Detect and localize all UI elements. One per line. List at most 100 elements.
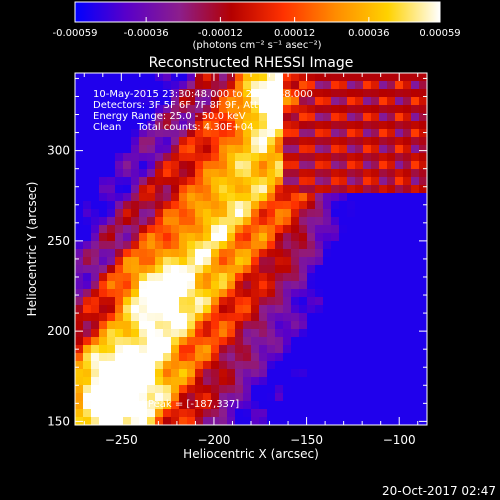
heatmap-cell	[75, 137, 84, 146]
heatmap-cell	[315, 73, 324, 82]
heatmap-cell	[211, 185, 220, 194]
heatmap-cell	[139, 321, 148, 330]
heatmap-cell	[395, 257, 404, 266]
heatmap-cell	[99, 209, 108, 218]
heatmap-cell	[147, 113, 156, 122]
info-line-clean: Clean Total counts: 4.30E+04	[93, 122, 253, 133]
heatmap-cell	[251, 385, 260, 394]
heatmap-cell	[251, 377, 260, 386]
heatmap-cell	[403, 81, 412, 90]
heatmap-cell	[179, 281, 188, 290]
heatmap-cell	[219, 121, 228, 130]
heatmap-cell	[331, 129, 340, 138]
heatmap-cell	[331, 209, 340, 218]
heatmap-cell	[163, 193, 172, 202]
heatmap-cell	[211, 273, 220, 282]
heatmap-cell	[187, 81, 196, 90]
heatmap-cell	[315, 177, 324, 186]
heatmap-cell	[155, 113, 164, 122]
heatmap-cell	[219, 249, 228, 258]
heatmap-cell	[339, 169, 348, 178]
heatmap-cell	[363, 393, 372, 402]
heatmap-cell	[371, 193, 380, 202]
heatmap-cell	[99, 73, 108, 82]
heatmap-cell	[139, 145, 148, 154]
y-axis-ticks	[75, 77, 427, 422]
heatmap-cell	[283, 105, 292, 114]
heatmap-cell	[387, 345, 396, 354]
heatmap-cell	[163, 225, 172, 234]
heatmap-cell	[387, 353, 396, 362]
heatmap-cell	[163, 161, 172, 170]
heatmap-cell	[99, 177, 108, 186]
heatmap-cell	[99, 161, 108, 170]
heatmap-cell	[83, 225, 92, 234]
heatmap-cell	[115, 225, 124, 234]
heatmap-cell	[387, 377, 396, 386]
heatmap-cell	[307, 185, 316, 194]
heatmap-cell	[107, 417, 116, 425]
heatmap-cell	[307, 209, 316, 218]
heatmap-cell	[75, 321, 84, 330]
heatmap-cell	[91, 177, 100, 186]
heatmap-cell	[203, 257, 212, 266]
heatmap-cell	[379, 145, 388, 154]
heatmap-cell	[419, 209, 427, 218]
heatmap-cell	[211, 145, 220, 154]
heatmap-cell	[259, 129, 268, 138]
heatmap-cell	[115, 241, 124, 250]
heatmap-cell	[299, 313, 308, 322]
heatmap-cell	[195, 113, 204, 122]
heatmap-cell	[115, 369, 124, 378]
heatmap-cell	[163, 417, 172, 425]
heatmap-cell	[91, 249, 100, 258]
heatmap-cell	[299, 153, 308, 162]
heatmap-cell	[179, 345, 188, 354]
heatmap-cell	[267, 137, 276, 146]
heatmap-cell	[131, 417, 140, 425]
heatmap-cell	[419, 153, 427, 162]
heatmap-cell	[339, 377, 348, 386]
heatmap-cell	[147, 297, 156, 306]
heatmap-cell	[267, 81, 276, 90]
heatmap-cell	[403, 129, 412, 138]
heatmap-cell	[259, 305, 268, 314]
heatmap-cell	[203, 289, 212, 298]
heatmap-cell	[347, 241, 356, 250]
heatmap-cell	[347, 193, 356, 202]
heatmap-cell	[227, 289, 236, 298]
heatmap-cell	[283, 137, 292, 146]
heatmap-cell	[315, 161, 324, 170]
heatmap-cell	[291, 241, 300, 250]
heatmap-cell	[115, 145, 124, 154]
heatmap-cell	[155, 305, 164, 314]
heatmap-cell	[187, 89, 196, 98]
heatmap-cell	[283, 273, 292, 282]
heatmap-cell	[267, 337, 276, 346]
heatmap-cell	[291, 169, 300, 178]
heatmap-cell	[411, 273, 420, 282]
heatmap-cell	[291, 137, 300, 146]
heatmap-cell	[107, 169, 116, 178]
heatmap-cell	[355, 201, 364, 210]
heatmap-cell	[75, 385, 84, 394]
heatmap-cell	[195, 161, 204, 170]
y-axis-label: Heliocentric Y (arcsec)	[25, 182, 39, 317]
heatmap-cell	[339, 305, 348, 314]
heatmap-cell	[259, 105, 268, 114]
heatmap-cell	[403, 105, 412, 114]
heatmap-cell	[371, 409, 380, 418]
heatmap-cell	[211, 313, 220, 322]
heatmap-cell	[299, 241, 308, 250]
heatmap-cell	[211, 81, 220, 90]
heatmap-cell	[299, 105, 308, 114]
heatmap-cell	[91, 281, 100, 290]
heatmap-cell	[243, 369, 252, 378]
heatmap-cell	[75, 393, 84, 402]
heatmap-cell	[387, 273, 396, 282]
heatmap-cell	[395, 217, 404, 226]
heatmap-cell	[243, 217, 252, 226]
heatmap-cell	[147, 313, 156, 322]
heatmap-cell	[363, 329, 372, 338]
heatmap-cell	[347, 249, 356, 258]
